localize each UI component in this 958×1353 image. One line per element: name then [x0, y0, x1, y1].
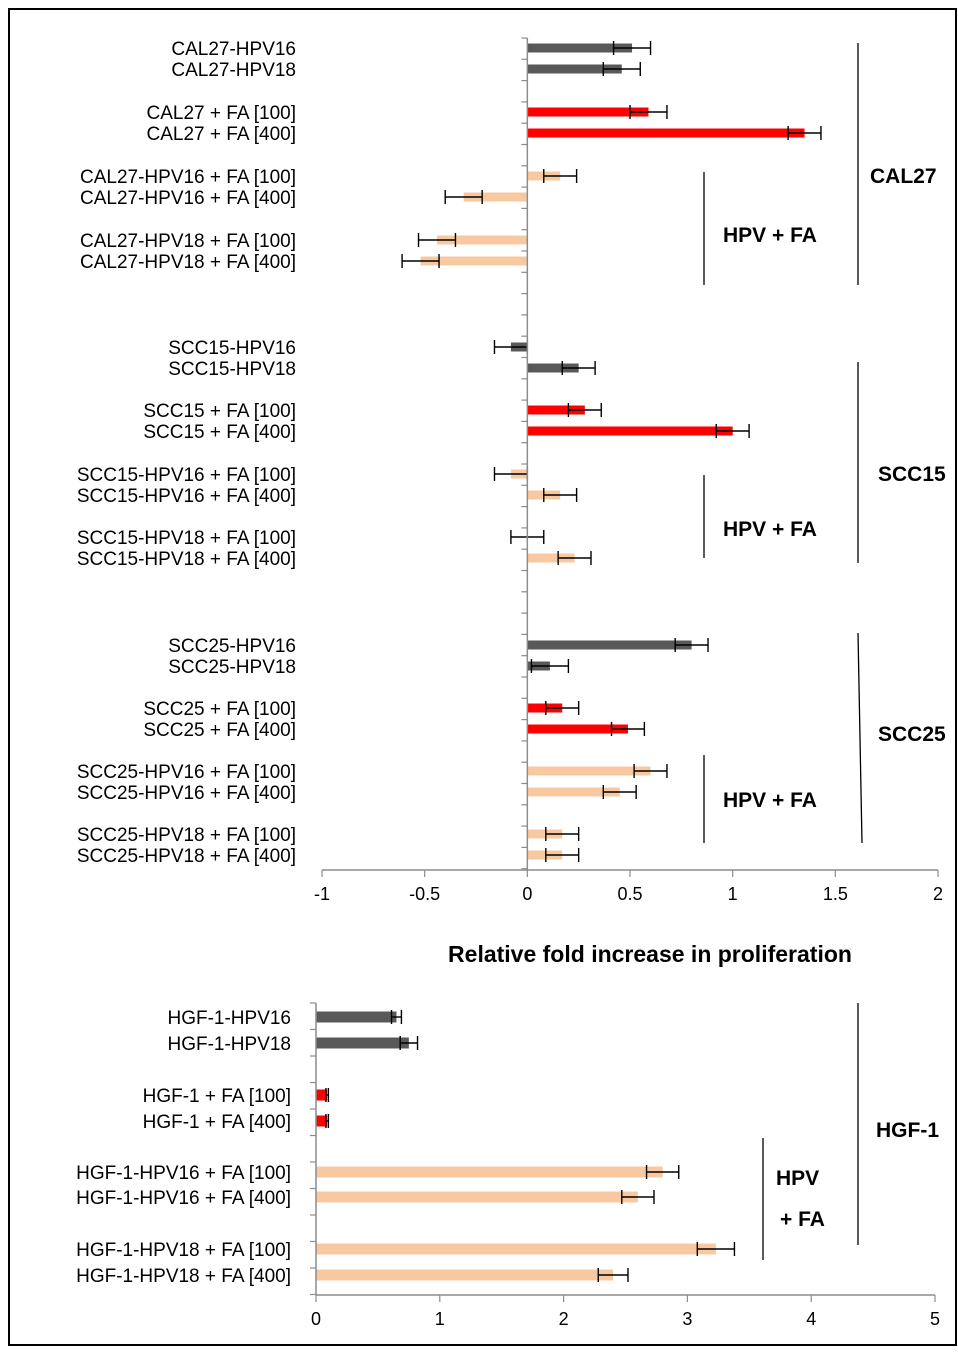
bar — [316, 1243, 716, 1255]
bottom-chart-bars: HGF-1-HPV16 HGF-1-HPV18 HGF-1 + FA [100] HG… — [76, 1008, 736, 1287]
x-tick-label: 5 — [930, 1309, 940, 1329]
group-label-cal27: CAL27 — [870, 165, 937, 188]
bar — [420, 256, 528, 266]
group-label-hpv-fa: HPV + FA — [723, 224, 817, 247]
figure-border — [8, 8, 957, 1346]
category-label: SCC15 + FA [400] — [143, 422, 296, 443]
category-label: CAL27 + FA [100] — [147, 103, 296, 124]
category-label: CAL27-HPV18 + FA [400] — [80, 252, 296, 273]
x-tick-label: 2 — [933, 884, 943, 904]
x-tick-label: 0 — [522, 884, 532, 904]
category-label: SCC25-HPV16 — [168, 636, 296, 657]
group-label-hpv-fa: HPV + FA — [723, 518, 817, 541]
group-label-hpv-fa: HPV + FA — [723, 789, 817, 812]
category-label: SCC15-HPV18 + FA [400] — [77, 549, 296, 570]
bar — [316, 1191, 638, 1203]
category-label: SCC25-HPV16 + FA [400] — [77, 783, 296, 804]
bar — [316, 1011, 397, 1023]
category-label: CAL27-HPV16 + FA [100] — [80, 167, 296, 188]
category-label: HGF-1-HPV18 — [167, 1034, 291, 1055]
bar — [527, 766, 651, 776]
x-tick-label: 1 — [435, 1309, 445, 1329]
bar — [316, 1115, 328, 1127]
category-label: SCC25-HPV18 — [168, 657, 296, 678]
category-label: SCC25-HPV18 + FA [100] — [77, 825, 296, 846]
scc25-bracket — [857, 632, 863, 844]
group-label-plus-fa: + FA — [780, 1208, 825, 1231]
bar — [527, 128, 805, 138]
category-label: SCC15-HPV16 + FA [100] — [77, 465, 296, 486]
bar — [316, 1166, 663, 1178]
category-label: SCC15-HPV16 + FA [400] — [77, 486, 296, 507]
bottom-chart-axes: 0 1 2 3 4 5 — [310, 1002, 940, 1329]
category-label: SCC15 + FA [100] — [143, 401, 296, 422]
category-label: SCC25-HPV16 + FA [100] — [77, 762, 296, 783]
category-label: HGF-1-HPV18 + FA [100] — [76, 1240, 291, 1261]
bar — [527, 426, 733, 436]
group-label-scc25: SCC25 — [878, 723, 946, 746]
bar — [527, 363, 579, 373]
category-label: SCC15-HPV16 — [168, 338, 296, 359]
x-tick-label: 3 — [682, 1309, 692, 1329]
bar — [527, 850, 563, 860]
group-label-hgf1: HGF-1 — [876, 1119, 939, 1142]
x-tick-label: 2 — [559, 1309, 569, 1329]
bar — [527, 43, 633, 53]
x-tick-label: -0.5 — [409, 884, 440, 904]
category-label: CAL27-HPV18 — [171, 60, 296, 81]
bar — [527, 787, 620, 797]
bar — [463, 192, 528, 202]
bar — [527, 640, 692, 650]
bar — [316, 1269, 614, 1281]
x-axis-title: Relative fold increase in proliferation — [448, 941, 852, 967]
category-label: CAL27-HPV16 + FA [400] — [80, 188, 296, 209]
category-label: HGF-1-HPV16 + FA [400] — [76, 1188, 291, 1209]
bar — [316, 1037, 409, 1049]
category-label: HGF-1-HPV16 + FA [100] — [76, 1163, 291, 1184]
bar — [436, 235, 528, 245]
category-label: HGF-1 + FA [400] — [143, 1112, 291, 1133]
bar — [527, 64, 622, 74]
x-tick-label: 1.5 — [823, 884, 848, 904]
x-tick-label: 4 — [806, 1309, 816, 1329]
bar — [527, 553, 575, 563]
x-tick-label: 1 — [728, 884, 738, 904]
bar — [527, 829, 563, 839]
group-label-hpv: HPV — [776, 1167, 819, 1190]
category-label: SCC25 + FA [400] — [143, 720, 296, 741]
category-label: HGF-1-HPV16 — [167, 1008, 291, 1029]
bar — [527, 724, 628, 734]
category-label: SCC25-HPV18 + FA [400] — [77, 846, 296, 867]
bar — [527, 107, 649, 117]
bar — [527, 405, 585, 415]
category-label: SCC15-HPV18 — [168, 359, 296, 380]
x-tick-label: -1 — [314, 884, 330, 904]
x-tick-label: 0.5 — [617, 884, 642, 904]
category-label: CAL27 + FA [400] — [147, 124, 296, 145]
category-label: HGF-1 + FA [100] — [143, 1086, 291, 1107]
bar — [527, 703, 563, 713]
category-label: SCC15-HPV18 + FA [100] — [77, 528, 296, 549]
category-label: SCC25 + FA [100] — [143, 699, 296, 720]
x-tick-label: 0 — [311, 1309, 321, 1329]
bar — [316, 1089, 328, 1101]
top-chart-axes: -1 -0.5 0 0.5 1 1.5 2 — [314, 37, 943, 904]
category-label: HGF-1-HPV18 + FA [400] — [76, 1266, 291, 1287]
group-label-scc15: SCC15 — [878, 463, 946, 486]
category-label: CAL27-HPV18 + FA [100] — [80, 231, 296, 252]
category-label: CAL27-HPV16 — [171, 39, 296, 60]
